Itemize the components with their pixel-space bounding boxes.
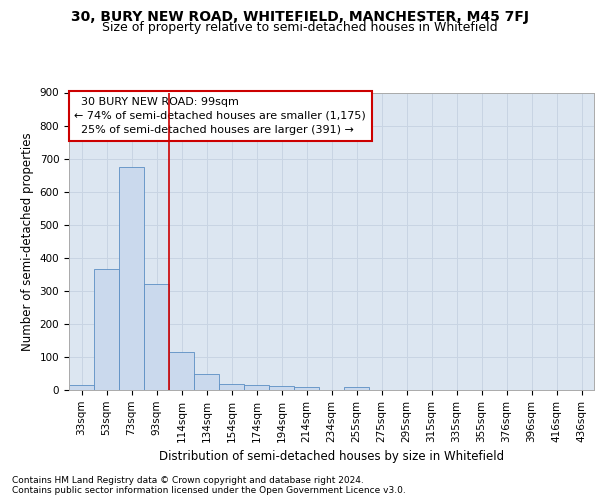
Bar <box>69 385 94 390</box>
Bar <box>219 384 244 390</box>
X-axis label: Distribution of semi-detached houses by size in Whitefield: Distribution of semi-detached houses by … <box>159 450 504 463</box>
Bar <box>169 352 194 390</box>
Bar <box>269 386 294 390</box>
Bar <box>94 270 119 390</box>
Bar <box>244 386 269 390</box>
Bar <box>344 388 369 390</box>
Text: Contains public sector information licensed under the Open Government Licence v3: Contains public sector information licen… <box>12 486 406 495</box>
Y-axis label: Number of semi-detached properties: Number of semi-detached properties <box>21 132 34 350</box>
Bar <box>119 167 144 390</box>
Text: 30 BURY NEW ROAD: 99sqm
← 74% of semi-detached houses are smaller (1,175)
  25% : 30 BURY NEW ROAD: 99sqm ← 74% of semi-de… <box>74 97 366 135</box>
Bar <box>144 284 169 390</box>
Text: Size of property relative to semi-detached houses in Whitefield: Size of property relative to semi-detach… <box>102 21 498 34</box>
Bar <box>294 388 319 390</box>
Text: Contains HM Land Registry data © Crown copyright and database right 2024.: Contains HM Land Registry data © Crown c… <box>12 476 364 485</box>
Text: 30, BURY NEW ROAD, WHITEFIELD, MANCHESTER, M45 7FJ: 30, BURY NEW ROAD, WHITEFIELD, MANCHESTE… <box>71 10 529 24</box>
Bar <box>194 374 219 390</box>
